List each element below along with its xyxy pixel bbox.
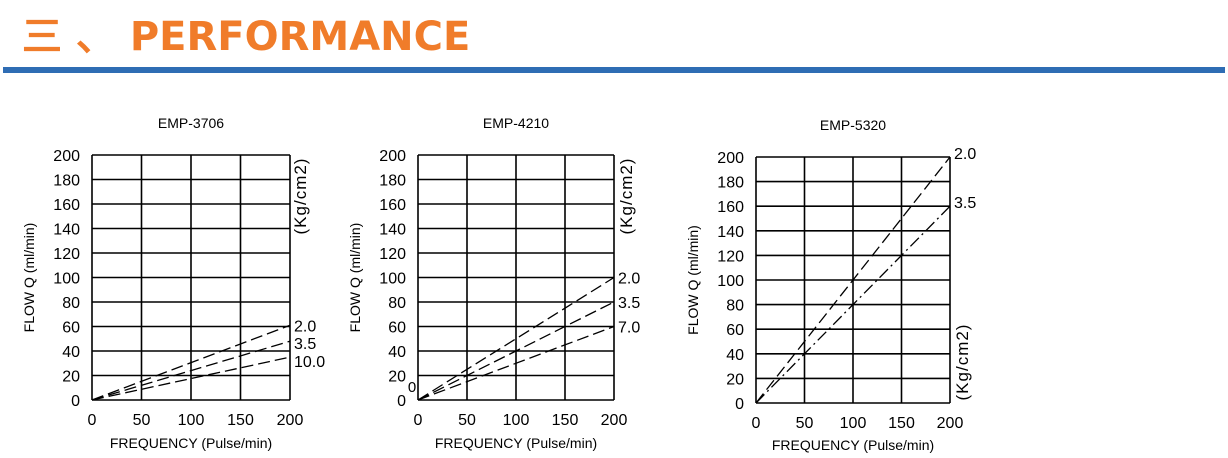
x-axis-label: FREQUENCY (Pulse/min) [110,435,272,451]
y-axis-label: FLOW Q (ml/min) [347,223,363,333]
pressure-unit-label: (Kg/cm2) [953,324,972,401]
y-tick-label: 40 [388,344,406,361]
x-axis-label: FREQUENCY (Pulse/min) [772,437,934,453]
pressure-unit-label: (Kg/cm2) [291,158,310,235]
x-tick-label: 150 [227,412,254,429]
y-tick-label: 100 [53,271,80,288]
series-line-2.0 [755,156,951,404]
series-label: 2.0 [954,146,976,163]
y-tick-label: 0 [71,393,80,410]
y-tick-label: 140 [379,222,406,239]
series-label: 2.0 [618,271,640,288]
pressure-unit-label: (Kg/cm2) [617,158,636,235]
x-tick-label: 100 [503,412,530,429]
y-tick-label: 180 [53,173,80,190]
series-label: 10.0 [294,354,325,371]
series-line-7.0 [417,325,615,401]
y-tick-label: 120 [379,246,406,263]
y-tick-label: 80 [726,298,744,315]
x-tick-label: 200 [601,412,628,429]
y-tick-label: 0 [397,393,406,410]
x-axis-label: FREQUENCY (Pulse/min) [435,435,597,451]
series-line-3.5 [417,301,615,401]
section-header: 三 、 PERFORMANCE [0,0,1228,76]
y-tick-label: 40 [62,344,80,361]
chart-emp-5320: EMP-5320 0 20 40 60 80 100 120 140 160 180 200 0 50 10… [685,117,976,453]
x-tick-label: 200 [277,412,304,429]
series-line-3.5 [91,340,291,401]
series-label: 3.5 [954,195,976,212]
y-tick-label: 20 [388,369,406,386]
y-tick-label: 40 [726,347,744,364]
x-tick-label: 0 [414,412,423,429]
y-tick-label: 60 [388,320,406,337]
section-title: 三 、 PERFORMANCE [22,14,471,60]
y-tick-label: 60 [726,322,744,339]
y-tick-label: 200 [379,148,406,165]
x-tick-label: 150 [888,415,915,432]
plot-grid [755,156,951,404]
chart-title: EMP-3706 [158,115,224,131]
y-tick-label: 200 [53,148,80,165]
y-tick-label: 120 [53,246,80,263]
series-line-3.5 [755,205,951,404]
y-tick-label: 20 [726,371,744,388]
header-divider [3,67,1225,73]
y-tick-label: 140 [53,222,80,239]
x-tick-label: 50 [458,412,476,429]
x-tick-label: 100 [178,412,205,429]
y-tick-label: 60 [62,320,80,337]
x-tick-label: 100 [840,415,867,432]
y-tick-label: 80 [62,295,80,312]
y-tick-label: 100 [379,271,406,288]
stray-mark: 0 [408,379,416,396]
y-tick-label: 100 [717,273,744,290]
y-tick-label: 160 [379,197,406,214]
y-tick-label: 120 [717,248,744,265]
series-label: 7.0 [618,320,640,337]
series-label: 2.0 [294,318,316,335]
x-tick-label: 50 [133,412,151,429]
y-tick-label: 180 [379,173,406,190]
y-tick-label: 140 [717,224,744,241]
y-tick-label: 180 [717,175,744,192]
series-line-2.0 [417,276,615,401]
series-label: 3.5 [618,295,640,312]
y-tick-label: 160 [53,197,80,214]
x-tick-label: 0 [88,412,97,429]
y-tick-label: 80 [388,295,406,312]
x-tick-label: 0 [752,415,761,432]
chart-title: EMP-4210 [483,115,549,131]
y-axis-label: FLOW Q (ml/min) [21,223,37,333]
x-tick-label: 150 [552,412,579,429]
y-tick-label: 200 [717,150,744,167]
x-tick-label: 50 [796,415,814,432]
y-tick-label: 0 [735,396,744,413]
chart-emp-3706: EMP-3706 0 20 40 60 80 100 120 140 160 180 200 0 50 10… [21,115,325,451]
x-tick-label: 200 [937,415,964,432]
series-line-2.0 [91,324,291,401]
y-tick-label: 160 [717,199,744,216]
y-tick-label: 20 [62,369,80,386]
y-axis-label: FLOW Q (ml/min) [685,225,701,335]
chart-title: EMP-5320 [820,117,886,133]
series-label: 3.5 [294,336,316,353]
